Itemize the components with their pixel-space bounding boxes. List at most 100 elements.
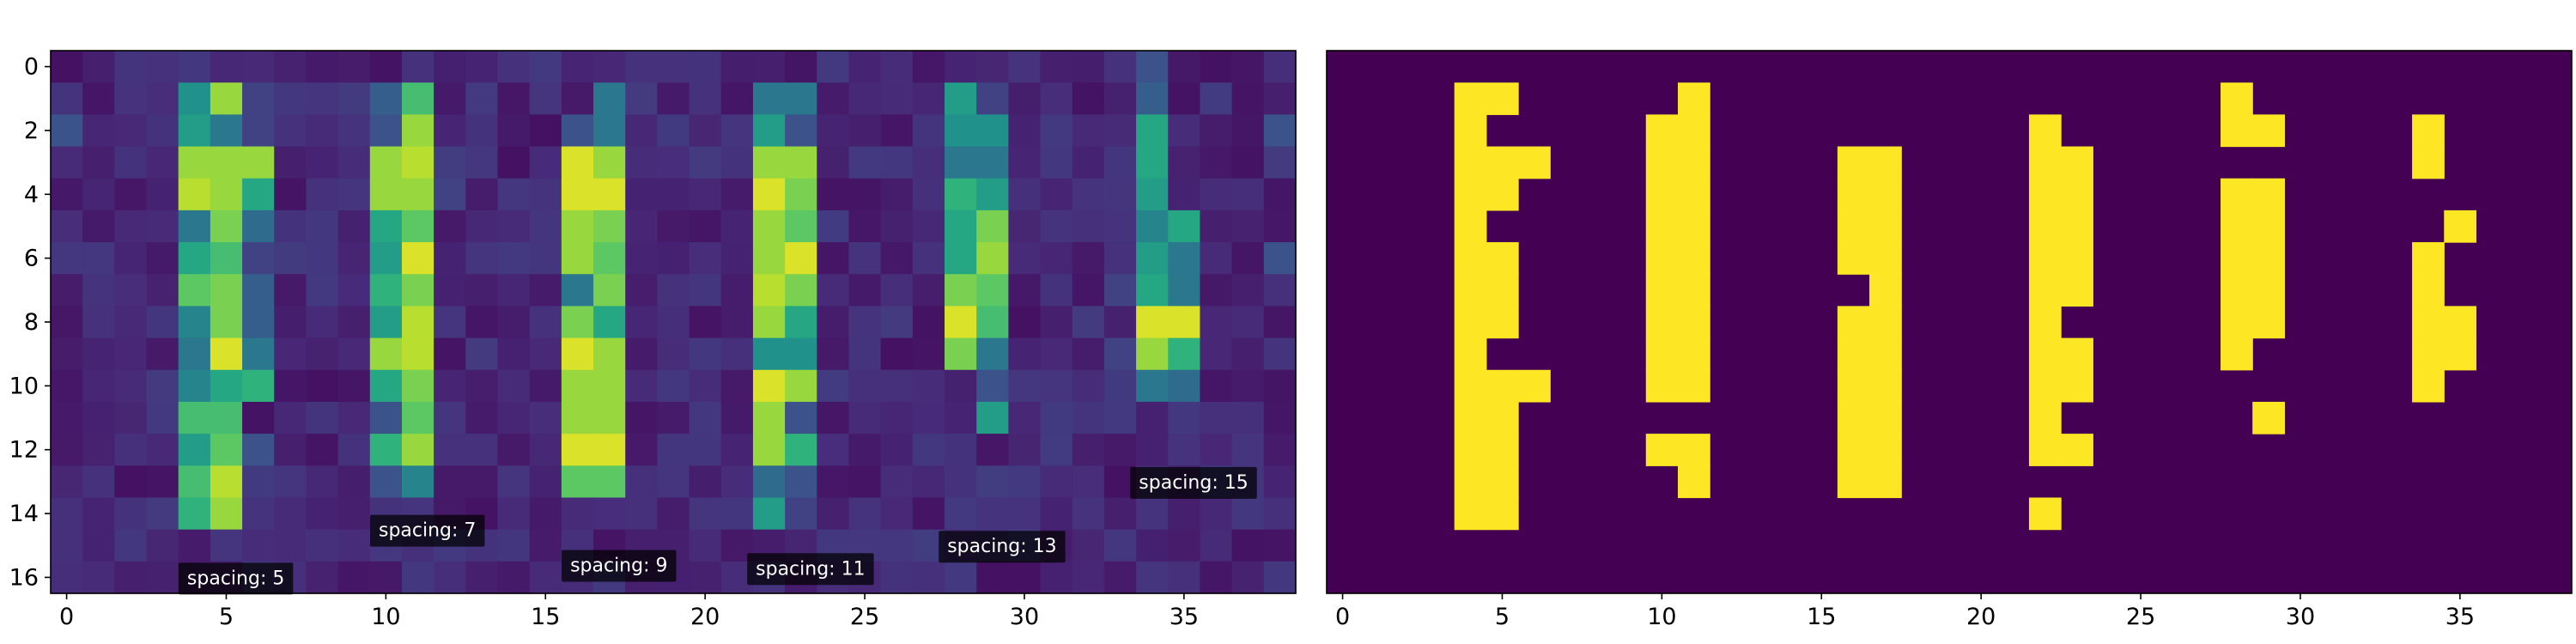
heatmap-cell (1136, 51, 1169, 83)
heatmap-cell (1103, 82, 1137, 115)
heatmap-cell (785, 178, 817, 211)
mask-cell-on (1645, 242, 1679, 275)
heatmap-cell (720, 465, 754, 499)
heatmap-cell (1263, 434, 1297, 466)
heatmap-cell (1168, 401, 1201, 434)
heatmap-cell (210, 146, 243, 179)
heatmap-cell (306, 51, 339, 83)
heatmap-cell (689, 114, 722, 148)
heatmap-cell (752, 434, 786, 466)
heatmap-cell (848, 114, 882, 148)
heatmap-cell (274, 465, 307, 499)
mask-cell-on (2444, 210, 2477, 243)
heatmap-cell (945, 146, 977, 179)
heatmap-cell (1008, 561, 1042, 594)
heatmap-cell (337, 401, 371, 434)
heatmap-cell (880, 465, 914, 499)
heatmap-cell (625, 146, 659, 179)
x-tick-label: 10 (371, 604, 400, 630)
heatmap-cell (434, 178, 466, 211)
heatmap-cell (1136, 337, 1169, 371)
heatmap-cell (561, 401, 594, 434)
mask-cell-on (1645, 146, 1679, 179)
heatmap-cell (274, 401, 307, 434)
axes-frame (1326, 50, 2573, 594)
mask-cell-on (1677, 146, 1710, 179)
heatmap-cell (242, 306, 275, 339)
heatmap-cell (912, 561, 945, 594)
heatmap-cell (401, 210, 434, 243)
heatmap-cell (1200, 242, 1233, 275)
heatmap-cell (210, 434, 243, 466)
heatmap-cell (242, 497, 275, 531)
heatmap-cell (306, 114, 339, 148)
mask-cell-on (2028, 274, 2062, 307)
heatmap-cell (1263, 337, 1297, 371)
heatmap-cell (817, 82, 850, 115)
heatmap-cell (178, 337, 211, 371)
heatmap-cell (1136, 561, 1169, 594)
spacing-annotation-box (369, 514, 485, 547)
heatmap-cell (1168, 434, 1201, 466)
heatmap-cell (1168, 274, 1201, 307)
heatmap-cell (1072, 465, 1105, 499)
heatmap-cell (529, 401, 562, 434)
heatmap-cell (401, 434, 434, 466)
heatmap-cell (465, 146, 499, 179)
mask-cell-on (2028, 242, 2062, 275)
heatmap-cell (497, 82, 531, 115)
heatmap-cell (114, 274, 148, 307)
heatmap-cell (274, 146, 307, 179)
heatmap-cell (561, 465, 594, 499)
mask-cell-on (1645, 306, 1679, 339)
heatmap-cell (369, 306, 403, 339)
heatmap-cell (1168, 146, 1201, 179)
heatmap-cell (561, 274, 594, 307)
heatmap-cell (1008, 306, 1042, 339)
heatmap-cell (465, 51, 499, 83)
heatmap-cell (625, 369, 659, 403)
heatmap-cell (465, 114, 499, 148)
mask-cell-on (1837, 146, 1870, 179)
heatmap-cell (720, 82, 754, 115)
heatmap-cell (689, 306, 722, 339)
heatmap-cell (146, 337, 179, 371)
heatmap-cell (51, 178, 83, 211)
heatmap-cell (1200, 51, 1233, 83)
mask-cell-on (1645, 337, 1679, 371)
heatmap-cell (880, 242, 914, 275)
heatmap-cell (337, 369, 371, 403)
heatmap-cell (561, 434, 594, 466)
heatmap-cell (945, 369, 977, 403)
heatmap-cell (1008, 51, 1042, 83)
heatmap-cell (945, 51, 977, 83)
y-tick-label: 2 (24, 118, 39, 144)
mask-cell-on (2412, 369, 2445, 403)
heatmap-cell (1136, 82, 1169, 115)
heatmap-cell (1040, 337, 1073, 371)
heatmap-cell (1263, 529, 1297, 562)
heatmap-cell (1263, 561, 1297, 594)
mask-cell-on (1485, 401, 1519, 434)
y-tick-label: 12 (9, 437, 39, 464)
spacing-annotation-text: spacing: 5 (187, 568, 284, 589)
heatmap-cell (178, 497, 211, 531)
heatmap-cell (1168, 210, 1201, 243)
heatmap-cell (369, 434, 403, 466)
mask-cell-on (1869, 306, 1902, 339)
heatmap-cell (114, 146, 148, 179)
heatmap-cell (1103, 434, 1137, 466)
heatmap-cell (274, 497, 307, 531)
heatmap-cell (1040, 369, 1073, 403)
heatmap-cell (1072, 434, 1105, 466)
heatmap-cell (945, 561, 977, 594)
x-tick-label: 30 (1010, 604, 1039, 630)
heatmap-cell (593, 274, 626, 307)
heatmap-cell (593, 465, 626, 499)
heatmap-cell (529, 82, 562, 115)
heatmap-cell (434, 369, 466, 403)
heatmap-cell (752, 369, 786, 403)
heatmap-cell (593, 51, 626, 83)
heatmap-cell (720, 306, 754, 339)
heatmap-cell (82, 434, 115, 466)
